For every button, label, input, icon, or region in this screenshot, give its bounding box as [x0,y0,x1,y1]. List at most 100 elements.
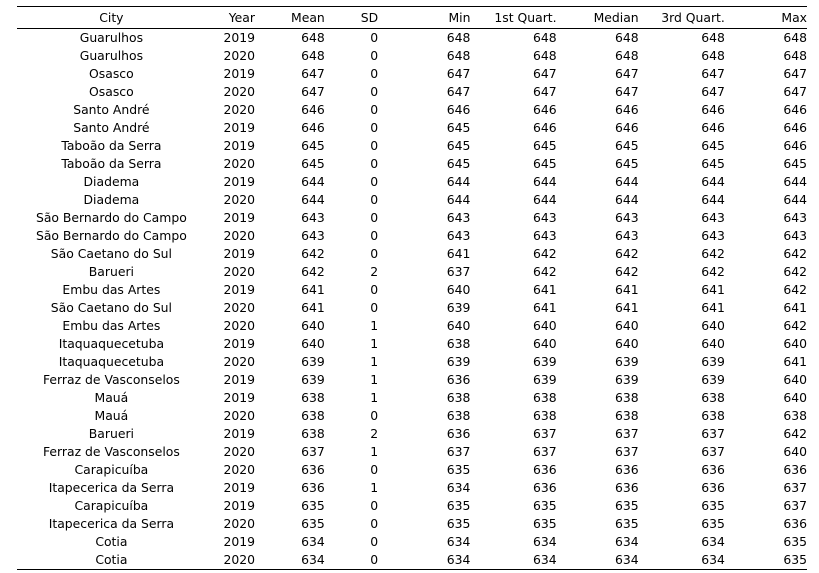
cell-max: 644 [783,192,807,207]
cell-city: Guarulhos [79,30,144,45]
cell-third-quartile: 634 [638,551,725,570]
cell-third-quartile: 648 [701,48,725,63]
cell-median: 634 [556,551,639,570]
cell-city: Itapecerica da Serra [48,516,175,531]
header-first-quartile: 1st Quart. [470,6,557,29]
cell-median: 640 [615,336,639,351]
table-row: Ferraz de Vasconselos 2020 637 1 637 637 637 63… [17,443,807,461]
cell-mean: 648 [301,30,325,45]
table-row: Embu das Artes 2020 640 1 640 640 640 640 642 [17,317,807,335]
cell-mean: 638 [301,426,325,441]
cell-third-quartile: 637 [701,444,725,459]
cell-third-quartile: 641 [701,300,725,315]
cell-city: Carapicuíba [74,462,149,477]
cell-min: 635 [446,498,471,513]
cell-max: 640 [783,372,807,387]
cell-min: 640 [446,318,471,333]
cell-sd: 1 [370,372,379,387]
cell-year: 2019 [223,390,255,405]
cell-first-quartile: 640 [532,336,557,351]
cell-max: 642 [783,282,807,297]
cell-year: 2020 [223,354,255,369]
cell-max: 645 [783,156,807,171]
cell-min: 647 [446,66,471,81]
cell-min: 648 [446,30,471,45]
cell-first-quartile: 638 [532,408,557,423]
cell-median: 637 [615,426,639,441]
cell-third-quartile: 635 [701,516,725,531]
cell-year: 2019 [223,336,255,351]
cell-mean: 647 [301,66,325,81]
cell-first-quartile: 648 [532,48,557,63]
cell-median: 643 [615,210,639,225]
table-row: Carapicuíba 2019 635 0 635 635 635 635 637 [17,497,807,515]
cell-year: 2019 [223,498,255,513]
cell-max: 643 [783,228,807,243]
table-header: City Year Mean SD Min 1st Quart. Median … [17,6,807,29]
cell-min: 637 [446,444,471,459]
cell-max: 646 [783,102,807,117]
cell-min: 638 [446,336,471,351]
cell-min: 640 [446,282,471,297]
table-row: Santo André 2020 646 0 646 646 646 646 646 [17,101,807,119]
header-max: Max [724,6,807,29]
table-row: São Bernardo do Campo 2020 643 0 643 643 643 64… [17,227,807,245]
cell-first-quartile: 641 [532,282,557,297]
table-row: São Caetano do Sul 2019 642 0 641 642 642 642 64… [17,245,807,263]
cell-third-quartile: 640 [701,336,725,351]
cell-mean: 634 [301,534,325,549]
cell-mean: 639 [301,354,325,369]
cell-max: 635 [783,534,807,549]
cell-first-quartile: 644 [532,192,557,207]
cell-sd: 1 [370,318,379,333]
cell-median: 644 [615,192,639,207]
table-row: São Bernardo do Campo 2019 643 0 643 643 643 64… [17,209,807,227]
table-row: Carapicuíba 2020 636 0 635 636 636 636 636 [17,461,807,479]
cell-mean: 635 [301,498,325,513]
cell-third-quartile: 642 [701,264,725,279]
cell-max: 646 [783,120,807,135]
table-row: Ferraz de Vasconselos 2019 639 1 636 639 639 63… [17,371,807,389]
cell-city: Embu das Artes [62,318,161,333]
cell-sd: 0 [370,498,379,513]
table-row: Itaquaquecetuba 2020 639 1 639 639 639 639 641 [17,353,807,371]
cell-min: 634 [378,551,471,570]
cell-min: 644 [446,174,471,189]
cell-median: 647 [615,66,639,81]
cell-third-quartile: 637 [701,426,725,441]
cell-third-quartile: 636 [701,480,725,495]
cell-third-quartile: 645 [701,138,725,153]
table-row: Itapecerica da Serra 2019 636 1 634 636 636 636… [17,479,807,497]
cell-city: Cotia [95,534,128,549]
cell-year: 2019 [223,480,255,495]
cell-city: Itapecerica da Serra [48,480,175,495]
cell-sd: 0 [370,174,379,189]
cell-city: Osasco [89,66,134,81]
cell-min: 643 [446,210,471,225]
cell-sd: 1 [370,354,379,369]
cell-third-quartile: 635 [701,498,725,513]
cell-median: 636 [615,462,639,477]
cell-mean: 641 [301,300,325,315]
cell-city: Barueri [88,426,134,441]
cell-sd: 0 [370,120,379,135]
cell-median: 645 [615,138,639,153]
cell-first-quartile: 647 [532,66,557,81]
cell-first-quartile: 640 [532,318,557,333]
cell-sd: 0 [370,84,379,99]
cell-min: 634 [446,534,471,549]
cell-city: Mauá [94,390,129,405]
cell-year: 2019 [223,426,255,441]
cell-year: 2019 [223,372,255,387]
cell-third-quartile: 634 [701,534,725,549]
cell-sd: 0 [370,156,379,171]
cell-third-quartile: 648 [701,30,725,45]
cell-median: 640 [615,318,639,333]
cell-city: Osasco [89,84,134,99]
cell-city: Diadema [83,174,140,189]
cell-median: 647 [615,84,639,99]
cell-third-quartile: 642 [701,246,725,261]
table-row: Guarulhos 2020 648 0 648 648 648 648 648 [17,47,807,65]
cell-min: 636 [446,426,471,441]
cell-first-quartile: 644 [532,174,557,189]
